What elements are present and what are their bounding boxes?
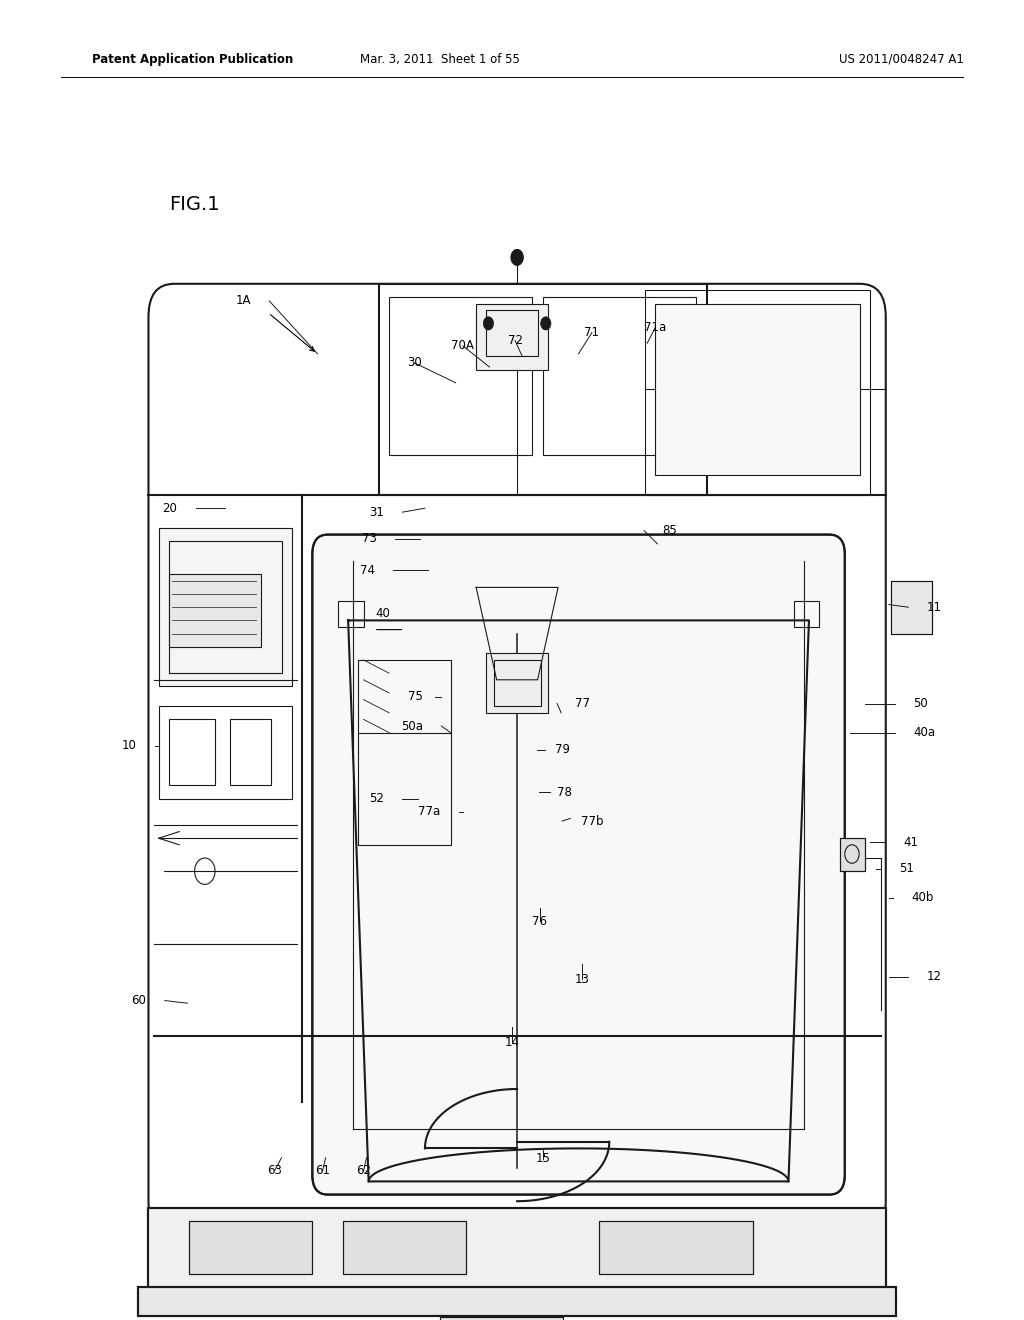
Bar [159,706,292,799]
Circle shape [541,317,551,330]
Bar [440,1317,563,1320]
Text: 51: 51 [899,862,914,875]
Text: 15: 15 [536,1152,550,1166]
Bar [389,297,532,455]
Circle shape [511,249,523,265]
FancyBboxPatch shape [312,535,845,1195]
Bar [159,528,292,686]
Text: 52: 52 [369,792,384,805]
Bar [358,660,451,845]
Bar [891,581,932,634]
Bar [655,304,860,475]
Text: 14: 14 [505,1036,519,1049]
Bar [189,1221,312,1274]
Text: 76: 76 [532,915,547,928]
Text: 20: 20 [162,502,177,515]
Text: 62: 62 [356,1164,371,1177]
Text: 72: 72 [508,334,522,347]
Text: FIG.1: FIG.1 [169,195,219,214]
Text: 40a: 40a [913,726,936,739]
Bar [543,297,696,455]
Bar [169,574,261,647]
Bar [169,541,282,673]
Bar [794,601,819,627]
Text: 71a: 71a [644,321,667,334]
Text: 85: 85 [663,524,677,537]
Bar [338,601,364,627]
Bar [148,1208,886,1294]
Text: 13: 13 [574,973,589,986]
Text: 12: 12 [927,970,942,983]
Bar [343,1221,466,1274]
Text: 73: 73 [361,532,377,545]
Bar [169,719,215,785]
Text: US 2011/0048247 A1: US 2011/0048247 A1 [839,53,964,66]
Bar [840,838,865,871]
Text: 71: 71 [585,326,599,339]
Text: 41: 41 [903,836,919,849]
Bar [599,1221,753,1274]
Bar [486,310,538,356]
Bar [645,290,870,495]
Bar [148,1208,886,1294]
Text: 40: 40 [376,607,391,620]
Text: 60: 60 [131,994,146,1007]
Bar [494,660,541,706]
Bar [343,1221,466,1274]
Bar [379,284,707,495]
Text: 30: 30 [408,356,422,370]
Text: 74: 74 [359,564,375,577]
Text: 61: 61 [315,1164,330,1177]
Text: 77b: 77b [581,814,603,828]
Bar [230,719,271,785]
Circle shape [483,317,494,330]
Text: Patent Application Publication: Patent Application Publication [92,53,294,66]
Text: 63: 63 [267,1164,282,1177]
Bar [189,1221,312,1274]
Text: 50a: 50a [401,719,423,733]
Text: 70A: 70A [452,339,474,352]
Text: 40b: 40b [911,891,934,904]
Text: 78: 78 [557,785,572,799]
Bar [476,304,548,370]
Bar [440,1317,563,1320]
Bar [138,1287,896,1316]
Text: 31: 31 [369,506,384,519]
Bar [138,1287,896,1316]
Text: 1A: 1A [236,294,251,308]
Text: Mar. 3, 2011  Sheet 1 of 55: Mar. 3, 2011 Sheet 1 of 55 [360,53,520,66]
Text: 79: 79 [555,743,570,756]
Bar [891,581,932,634]
Bar [486,653,548,713]
Text: 11: 11 [927,601,942,614]
Text: 10: 10 [121,739,136,752]
Bar [599,1221,753,1274]
Bar [840,838,865,871]
Text: 50: 50 [913,697,928,710]
Text: 77: 77 [575,697,591,710]
Text: 75: 75 [408,690,423,704]
Text: 77a: 77a [418,805,440,818]
